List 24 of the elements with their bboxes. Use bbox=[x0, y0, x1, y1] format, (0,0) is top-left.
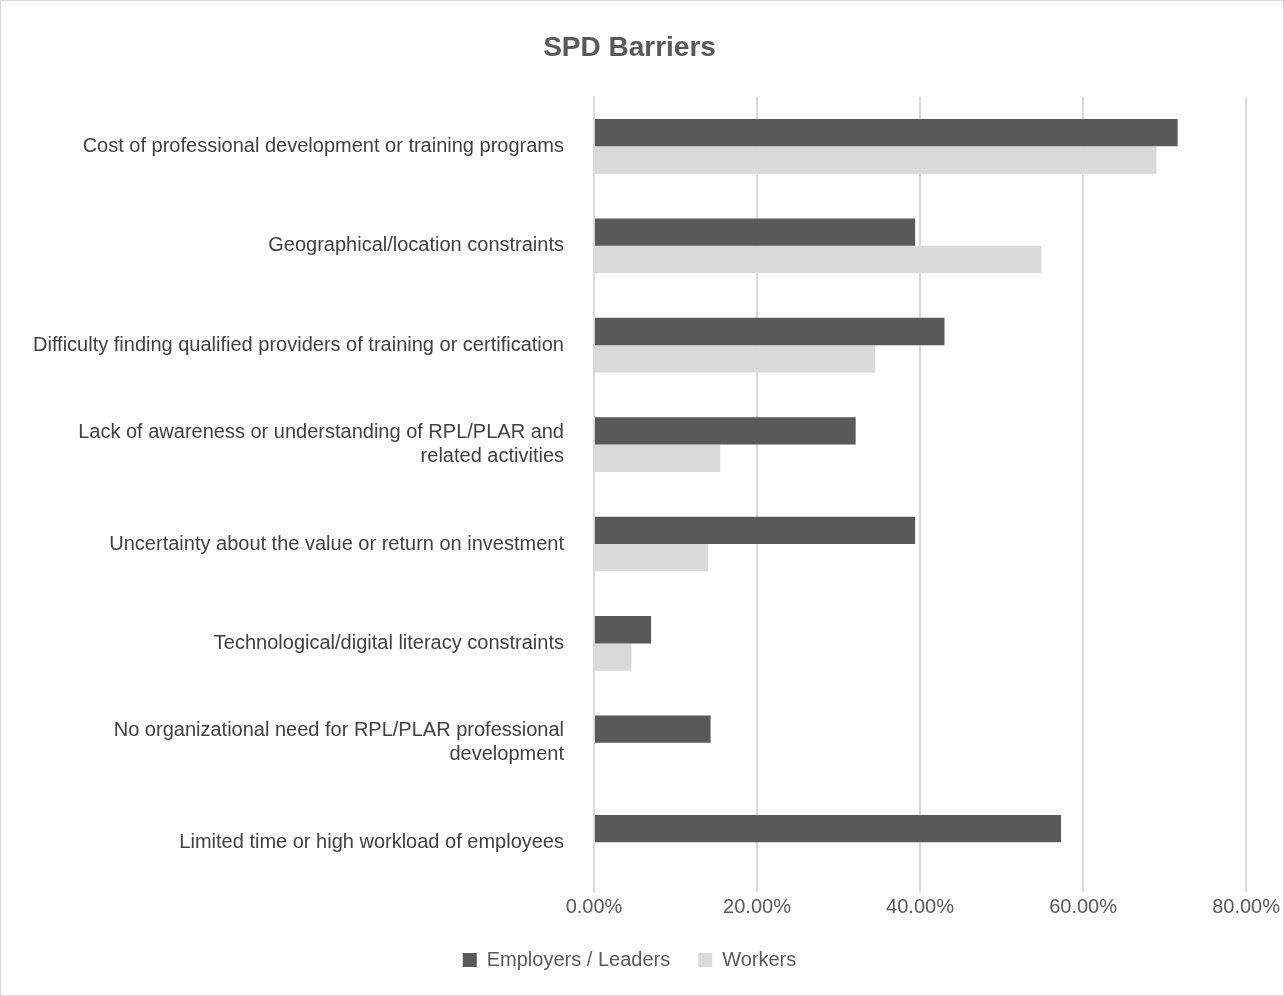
legend-label: Employers / Leaders bbox=[486, 947, 671, 970]
bar bbox=[595, 516, 916, 545]
y-tick-label: Lack of awareness or understanding of RPL/PLAR and related activities bbox=[78, 420, 565, 467]
y-tick-label: Uncertainty about the value or return on investment bbox=[109, 531, 565, 554]
y-tick-label: Difficulty finding qualified providers of training or certification bbox=[32, 332, 565, 355]
y-tick-label: Technological/digital literacy constraints bbox=[213, 630, 565, 653]
x-tick-label: 20.00% bbox=[723, 894, 792, 917]
x-tick-label: 40.00% bbox=[886, 894, 955, 917]
y-tick-label: Geographical/location constraints bbox=[268, 233, 565, 256]
bar bbox=[595, 814, 1062, 843]
bar bbox=[595, 118, 1178, 147]
bar bbox=[595, 317, 945, 346]
bar bbox=[595, 715, 711, 743]
x-tick-label: 60.00% bbox=[1049, 894, 1118, 917]
y-tick-label: No organizational need for RPL/PLAR professional development bbox=[113, 718, 565, 765]
y-tick-label: Cost of professional development or training programs bbox=[82, 133, 565, 156]
bar bbox=[595, 218, 916, 246]
legend-label: Workers bbox=[722, 947, 797, 970]
bar bbox=[595, 616, 652, 644]
bar bbox=[595, 417, 856, 445]
x-tick-label: 80.00% bbox=[1212, 894, 1281, 917]
y-tick-label: Limited time or high workload of employees bbox=[179, 829, 565, 852]
x-tick-label: 0.00% bbox=[565, 894, 623, 917]
chart-title: SPD Barriers bbox=[543, 30, 716, 62]
